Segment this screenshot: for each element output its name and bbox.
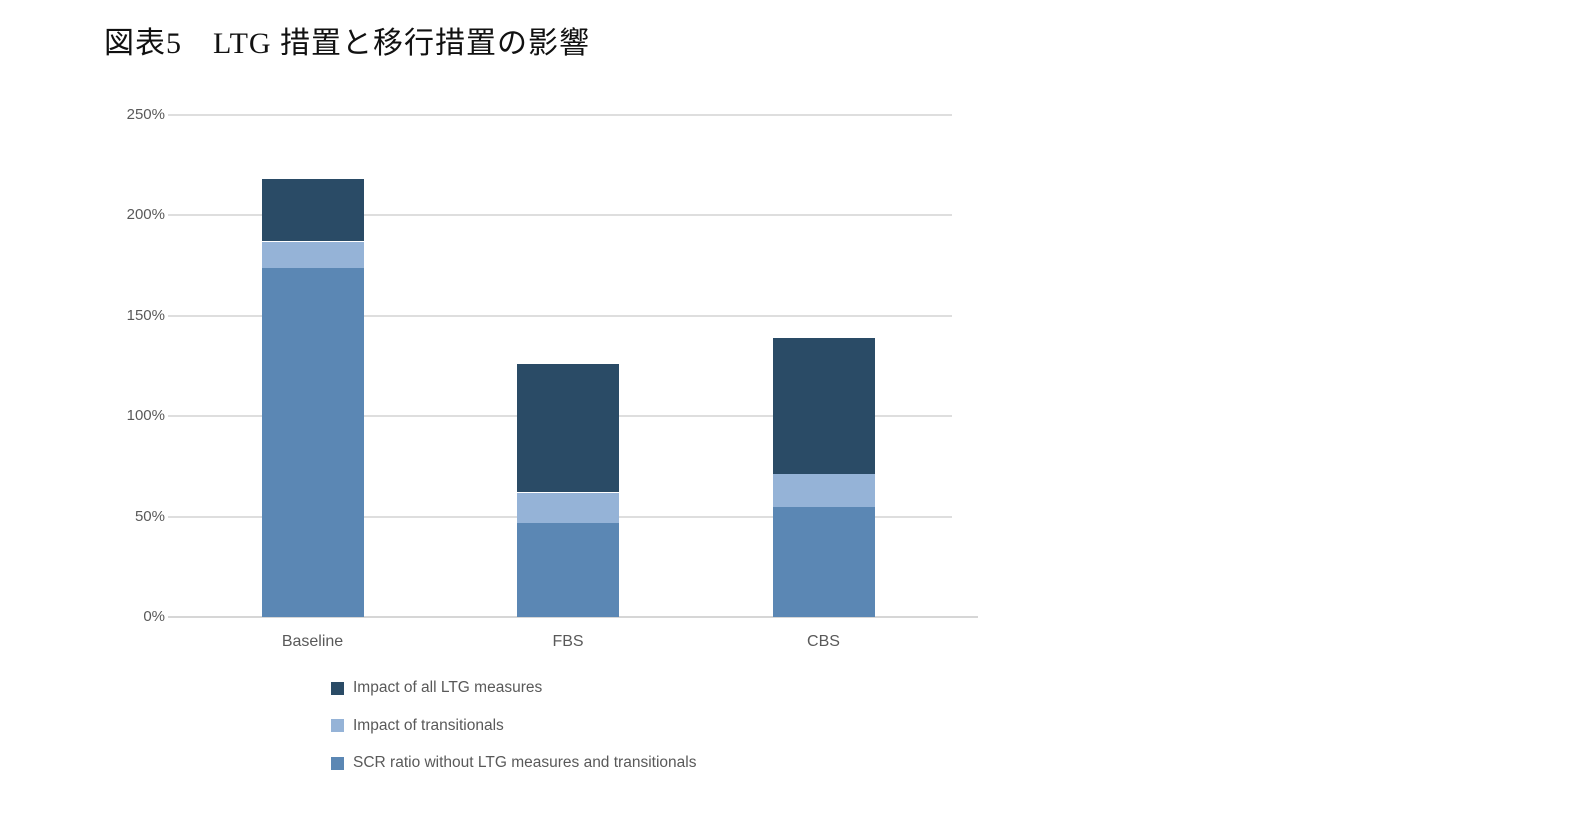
bar-segment bbox=[517, 522, 619, 617]
bar-segment bbox=[261, 179, 364, 242]
legend-label: Impact of all LTG measures bbox=[353, 679, 543, 696]
legend-label: Impact of transitionals bbox=[353, 716, 504, 734]
gridline bbox=[168, 314, 952, 317]
figure-title: 図表5 LTG 措置と移行措置の影響 bbox=[104, 27, 591, 60]
legend-label: SCR ratio without LTG measures and trans… bbox=[353, 754, 697, 771]
legend-item: SCR ratio without LTG measures and trans… bbox=[331, 754, 696, 772]
legend-item: Impact of transitionals bbox=[331, 717, 504, 735]
bar-segment bbox=[772, 506, 875, 617]
y-axis-tick-label: 0% bbox=[143, 608, 165, 625]
x-axis-category-label: CBS bbox=[807, 633, 840, 650]
legend-swatch bbox=[331, 756, 344, 770]
x-axis-category-label: Baseline bbox=[281, 633, 344, 650]
bar-segment bbox=[772, 337, 875, 475]
y-axis-tick-label: 250% bbox=[126, 106, 165, 123]
y-axis-tick-label: 100% bbox=[126, 407, 165, 425]
y-axis-tick-label: 150% bbox=[126, 306, 165, 324]
legend-swatch bbox=[331, 681, 344, 695]
y-axis-tick-label: 50% bbox=[134, 507, 165, 525]
legend-item: Impact of all LTG measures bbox=[331, 679, 542, 697]
bar-segment bbox=[261, 241, 364, 268]
bar-segment bbox=[772, 474, 875, 507]
legend-swatch bbox=[331, 719, 344, 732]
gridline bbox=[168, 214, 952, 217]
y-axis-tick-label: 200% bbox=[126, 206, 165, 224]
gridline bbox=[168, 616, 978, 618]
bar-segment bbox=[261, 267, 364, 617]
gridline bbox=[168, 114, 952, 116]
bar-segment bbox=[517, 492, 619, 523]
x-axis-category-label: FBS bbox=[552, 633, 584, 650]
bar-segment bbox=[517, 363, 619, 493]
